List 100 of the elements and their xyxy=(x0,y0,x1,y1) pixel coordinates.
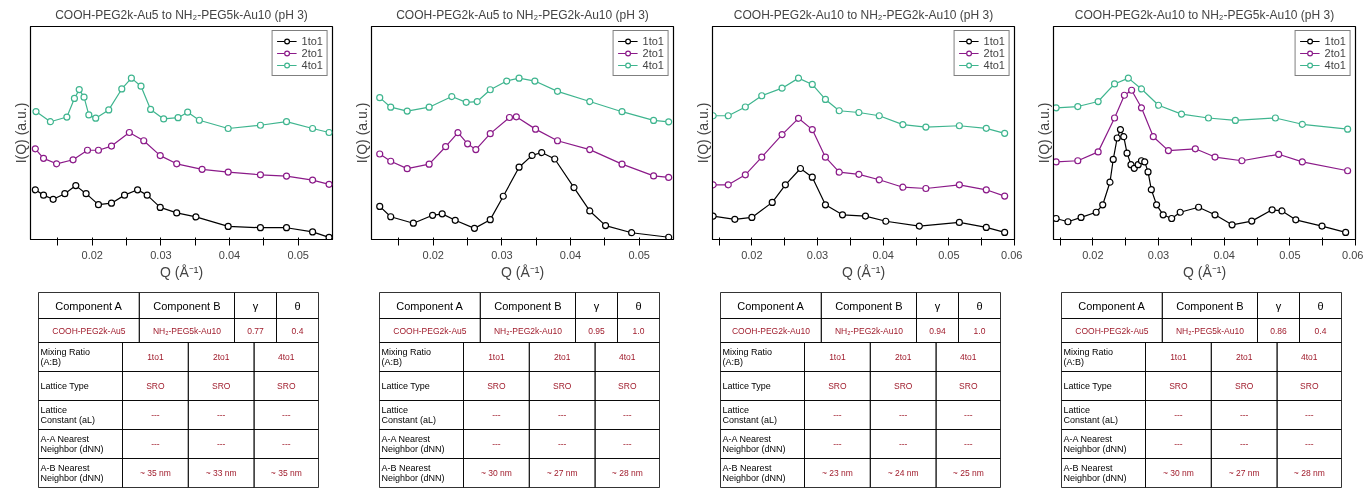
point xyxy=(982,186,990,194)
point xyxy=(808,126,816,134)
point xyxy=(741,103,749,111)
text: 1.0 xyxy=(632,325,645,336)
point xyxy=(1194,203,1203,211)
point xyxy=(156,152,164,160)
point xyxy=(94,201,103,209)
text: --- xyxy=(1239,439,1249,449)
legend-label: 1to1 xyxy=(983,35,1005,47)
text: 4to1 xyxy=(960,352,977,362)
point xyxy=(1130,164,1138,172)
point xyxy=(955,218,963,226)
point xyxy=(1342,228,1350,236)
x-tick-label: 0.03 xyxy=(150,248,172,261)
y-axis-title: I(Q) (a.u.) xyxy=(12,102,29,164)
point xyxy=(505,113,514,122)
point xyxy=(1176,208,1184,216)
x-tick-label: 0.03 xyxy=(1147,248,1170,261)
text: 4to1 xyxy=(619,352,636,362)
text: NH₂-PEG2k-Au10 xyxy=(834,325,904,336)
point xyxy=(70,94,79,103)
text: Lattice Type xyxy=(722,381,771,391)
point xyxy=(309,124,317,133)
chart-title: COOH-PEG2k-Au5 to NH₂-PEG5k-Au10 (pH 3) xyxy=(55,7,308,22)
point xyxy=(309,228,317,236)
text: --- xyxy=(1239,410,1249,420)
point xyxy=(1106,178,1114,186)
point xyxy=(486,130,494,138)
text: θ xyxy=(294,299,301,312)
point xyxy=(1168,214,1176,223)
text: SRO xyxy=(828,381,847,391)
text: 2to1 xyxy=(894,352,912,362)
text: --- xyxy=(216,410,226,420)
point xyxy=(256,224,265,232)
text: 4to1 xyxy=(1301,352,1318,362)
text: Mixing Ratio (A:B) xyxy=(722,346,773,368)
point xyxy=(808,173,816,181)
legend-label: 1to1 xyxy=(1324,35,1346,47)
point xyxy=(724,181,732,189)
point xyxy=(125,128,133,137)
point xyxy=(72,182,80,190)
point xyxy=(875,112,883,120)
point xyxy=(105,106,113,114)
point xyxy=(781,181,789,189)
text: 4to1 xyxy=(278,352,295,362)
text: Mixing Ratio (A:B) xyxy=(381,346,432,368)
point xyxy=(82,190,90,198)
point xyxy=(376,202,384,211)
point xyxy=(160,115,168,123)
x-axis-title: Q (Å⁻¹) xyxy=(841,263,886,280)
text: SRO xyxy=(1300,381,1319,391)
point xyxy=(470,224,479,232)
point xyxy=(758,153,766,161)
text: --- xyxy=(623,439,632,449)
text: Component B xyxy=(835,299,903,312)
point xyxy=(553,87,562,95)
text: A-A Nearest Neighbor (dNN) xyxy=(722,433,786,455)
point xyxy=(1149,133,1157,141)
text: --- xyxy=(898,439,908,449)
point xyxy=(1116,126,1125,134)
y-axis-title: I(Q) (a.u.) xyxy=(353,102,370,164)
point xyxy=(503,77,511,85)
point xyxy=(438,210,446,218)
text: ~ 27 nm xyxy=(546,468,578,478)
point xyxy=(75,86,83,94)
point xyxy=(403,165,411,173)
x-tick-label: 0.03 xyxy=(491,248,513,261)
point xyxy=(1094,97,1102,106)
text: Component B xyxy=(494,299,562,312)
point xyxy=(586,207,594,215)
point xyxy=(409,219,417,227)
point xyxy=(192,213,200,221)
text: --- xyxy=(833,410,842,420)
point xyxy=(1110,80,1119,88)
point xyxy=(107,142,116,150)
text: SRO xyxy=(552,381,572,391)
text: COOH-PEG2k-Au5 xyxy=(393,325,467,336)
point xyxy=(85,111,93,119)
text: γ xyxy=(1275,299,1282,312)
text: Lattice Constant (aL) xyxy=(40,404,96,426)
point xyxy=(731,215,739,223)
point xyxy=(46,118,54,126)
point xyxy=(61,190,69,198)
point xyxy=(601,222,610,230)
text: A-B Nearest Neighbor (dNN) xyxy=(40,462,104,484)
point xyxy=(118,85,126,93)
text: COOH-PEG2k-Au5 xyxy=(1075,325,1149,336)
point xyxy=(325,180,333,188)
text: --- xyxy=(216,439,226,449)
point xyxy=(855,108,863,117)
point xyxy=(256,121,265,129)
point xyxy=(1154,101,1163,109)
x-tick-label: 0.02 xyxy=(1082,248,1104,261)
point xyxy=(52,160,61,168)
x-tick-label: 0.02 xyxy=(422,248,444,261)
point xyxy=(586,146,594,154)
point xyxy=(1271,114,1279,122)
point xyxy=(861,212,870,220)
point xyxy=(1137,104,1146,112)
point xyxy=(982,124,990,132)
